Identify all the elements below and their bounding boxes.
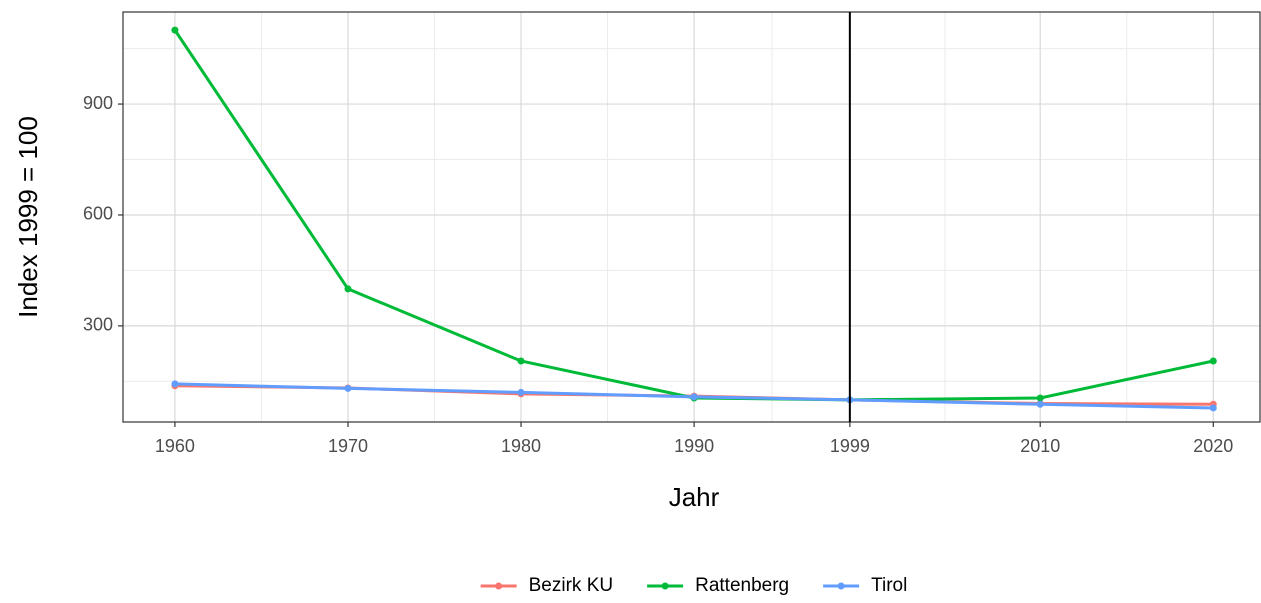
data-point xyxy=(1209,404,1217,412)
data-point xyxy=(171,380,179,388)
x-tick-label: 2020 xyxy=(1193,436,1233,456)
legend-key xyxy=(495,582,503,590)
legend-key xyxy=(837,582,845,590)
data-point xyxy=(517,388,525,396)
data-point xyxy=(1036,400,1044,408)
panel-border xyxy=(122,11,1261,423)
legend-key xyxy=(661,582,669,590)
y-tick-label: 300 xyxy=(83,315,113,335)
x-tick-label: 1990 xyxy=(674,436,714,456)
data-point xyxy=(344,285,352,293)
y-axis-label: Index 1999 = 100 xyxy=(13,116,43,318)
y-tick-label: 900 xyxy=(83,93,113,113)
data-point xyxy=(517,357,525,365)
legend-label: Tirol xyxy=(871,575,907,596)
y-tick-label: 600 xyxy=(83,204,113,224)
x-tick-label: 1980 xyxy=(501,436,541,456)
x-tick-label: 1999 xyxy=(830,436,870,456)
x-tick-label: 2010 xyxy=(1020,436,1060,456)
data-point xyxy=(344,384,352,392)
legend-label: Rattenberg xyxy=(695,575,789,596)
data-point xyxy=(171,26,179,34)
x-tick-label: 1970 xyxy=(328,436,368,456)
x-tick-label: 1960 xyxy=(155,436,195,456)
x-axis-label: Jahr xyxy=(669,482,720,512)
data-point xyxy=(1036,394,1044,402)
legend-label: Bezirk KU xyxy=(529,575,613,596)
data-point xyxy=(690,393,698,401)
data-point xyxy=(1209,357,1217,365)
